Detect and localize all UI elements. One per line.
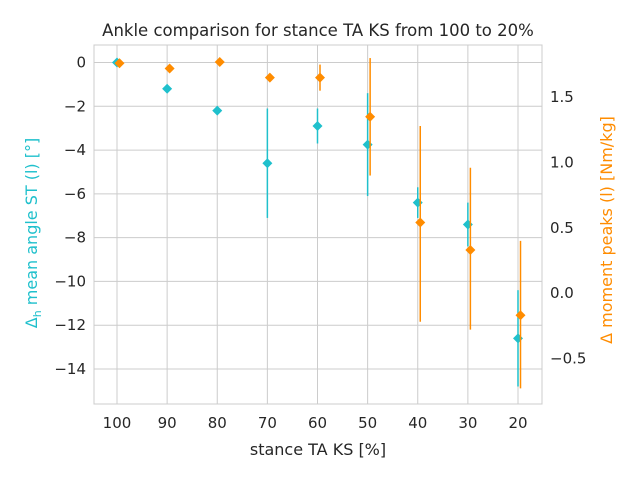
data-point: [415, 217, 426, 228]
data-point: [214, 56, 225, 67]
y-left-tick-label: −8: [64, 229, 86, 247]
y-axis-left-label-rest: mean angle ST (l) [°]: [22, 138, 41, 311]
data-marks: [112, 56, 526, 389]
y-left-tick-label: −14: [54, 360, 86, 378]
data-point: [212, 105, 223, 116]
y-axis-right-label: Δ moment peaks (l) [Nm/kg]: [597, 116, 616, 344]
x-tick-label: 40: [408, 414, 427, 432]
y-right-tick-label: 1.5: [550, 88, 574, 106]
data-point: [164, 63, 175, 74]
data-point: [162, 83, 173, 94]
x-tick-label: 30: [458, 414, 477, 432]
data-point: [462, 219, 473, 230]
y-right-tick-label: 1.0: [550, 153, 574, 171]
x-tick-label: 100: [103, 414, 132, 432]
x-tick-label: 50: [358, 414, 377, 432]
y-axis-left-label-sub: h: [31, 310, 44, 317]
data-point: [264, 72, 275, 83]
y-right-tick-label: −0.5: [550, 349, 586, 367]
x-tick-label: 90: [158, 414, 177, 432]
grid: [94, 45, 542, 404]
data-point: [312, 120, 323, 131]
data-point: [362, 139, 373, 150]
data-point: [465, 244, 476, 255]
y-left-tick-label: −6: [64, 185, 86, 203]
y-right-tick-label: 0.0: [550, 284, 574, 302]
y-right-tick-label: 0.5: [550, 219, 574, 237]
x-tick-label: 70: [258, 414, 277, 432]
tick-labels: 100 90 80 70 60 50 40 30 20 0 −2 −4 −6 −8 −10 −12 −14 1.5…: [54, 54, 586, 432]
y-left-tick-label: 0: [76, 54, 86, 72]
x-tick-label: 80: [208, 414, 227, 432]
y-axis-left-label-prefix: Δ: [22, 317, 41, 328]
data-point: [315, 72, 326, 83]
y-left-tick-label: −4: [64, 141, 86, 159]
chart-title: Ankle comparison for stance TA KS from 1…: [102, 21, 534, 40]
x-axis-label: stance TA KS [%]: [250, 440, 386, 459]
y-left-tick-label: −2: [64, 97, 86, 115]
x-tick-label: 20: [508, 414, 527, 432]
data-point: [515, 310, 526, 321]
data-point: [365, 111, 376, 122]
data-point: [513, 333, 523, 344]
y-left-tick-label: −10: [54, 272, 86, 290]
data-point: [114, 58, 125, 69]
data-point: [412, 197, 423, 208]
y-left-tick-label: −12: [54, 316, 86, 334]
y-axis-left-label: Δh mean angle ST (l) [°]: [22, 138, 44, 328]
plot-frame: [93, 44, 543, 405]
data-point: [262, 158, 273, 169]
x-tick-label: 60: [308, 414, 327, 432]
